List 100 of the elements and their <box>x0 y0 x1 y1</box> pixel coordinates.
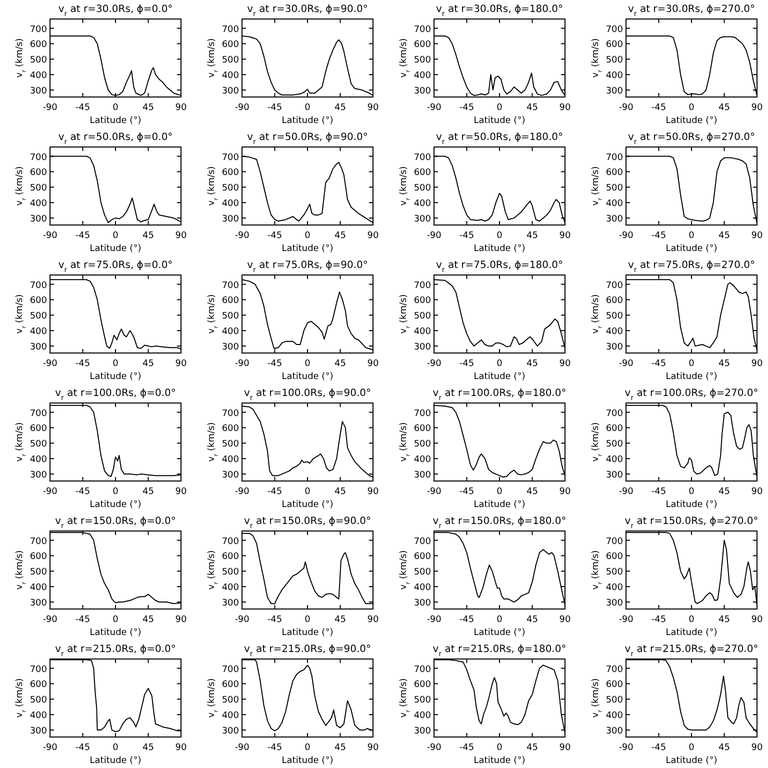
y-tick-label: 600 <box>30 424 48 434</box>
x-tick-label: 45 <box>334 103 346 113</box>
y-tick-label: 500 <box>30 184 48 194</box>
x-tick-label: 45 <box>718 743 730 753</box>
x-axis-title: Latitude (°) <box>282 116 334 126</box>
y-tick-label: 500 <box>30 696 48 706</box>
y-tick-label: 500 <box>222 440 240 450</box>
x-tick-label: -45 <box>75 743 90 753</box>
x-tick-label: 0 <box>688 487 695 497</box>
y-tick-label: 700 <box>30 664 48 675</box>
y-tick-label: 500 <box>414 696 432 706</box>
y-tick-label: 700 <box>606 24 624 35</box>
x-tick-label: 45 <box>334 231 346 241</box>
y-tick-label: 400 <box>222 583 240 594</box>
x-tick-label: 45 <box>142 743 154 753</box>
x-tick-label: 0 <box>496 615 503 625</box>
chart-title: v$_{r}$ at r=30.0Rs, ϕ=0.0° <box>58 4 173 18</box>
y-tick-label: 400 <box>222 327 240 338</box>
x-tick-label: 45 <box>718 231 730 241</box>
x-tick-label: 90 <box>367 743 379 753</box>
y-tick-label: 600 <box>606 40 624 50</box>
y-tick-label: 700 <box>30 280 48 291</box>
y-tick-label: 300 <box>606 726 624 737</box>
y-tick-label: 300 <box>414 86 432 97</box>
x-tick-label: -90 <box>234 231 250 241</box>
x-tick-label: 0 <box>688 743 695 753</box>
x-axis-title: Latitude (°) <box>666 372 718 382</box>
y-tick-label: 700 <box>222 24 240 35</box>
chart-title: v$_{r}$ at r=100.0Rs, ϕ=180.0° <box>432 388 566 402</box>
y-tick-label: 400 <box>606 455 624 466</box>
y-tick-label: 700 <box>30 152 48 163</box>
y-tick-label: 400 <box>414 583 432 594</box>
y-tick-label: 400 <box>222 199 240 210</box>
y-tick-label: 600 <box>606 552 624 562</box>
y-tick-label: 300 <box>30 86 48 97</box>
x-tick-label: -45 <box>651 487 666 497</box>
y-tick-label: 300 <box>414 726 432 737</box>
y-tick-label: 700 <box>414 664 432 675</box>
y-tick-label: 700 <box>414 280 432 291</box>
x-tick-label: -45 <box>267 743 282 753</box>
x-tick-label: 0 <box>112 743 119 753</box>
x-tick-label: -90 <box>42 359 58 369</box>
y-tick-label: 400 <box>606 199 624 210</box>
x-tick-label: 90 <box>367 487 379 497</box>
x-tick-label: 90 <box>367 359 379 369</box>
x-tick-label: 45 <box>334 743 346 753</box>
y-tick-label: 600 <box>606 296 624 306</box>
x-axis-title: Latitude (°) <box>282 500 334 510</box>
y-tick-label: 600 <box>606 424 624 434</box>
y-tick-label: 500 <box>222 568 240 578</box>
x-tick-label: 0 <box>304 743 311 753</box>
chart-title: v$_{r}$ at r=150.0Rs, ϕ=90.0° <box>244 516 372 530</box>
x-tick-label: 0 <box>112 487 119 497</box>
x-tick-label: -90 <box>426 231 442 241</box>
y-tick-label: 300 <box>222 214 240 225</box>
x-tick-label: -45 <box>459 103 474 113</box>
chart-title: v$_{r}$ at r=75.0Rs, ϕ=270.0° <box>628 260 756 274</box>
y-tick-label: 400 <box>606 583 624 594</box>
x-tick-label: -90 <box>618 487 634 497</box>
y-tick-label: 400 <box>414 711 432 722</box>
chart-title: v$_{r}$ at r=150.0Rs, ϕ=270.0° <box>624 516 758 530</box>
y-tick-label: 700 <box>30 536 48 547</box>
x-tick-label: -45 <box>75 231 90 241</box>
y-tick-label: 500 <box>222 184 240 194</box>
chart-title: v$_{r}$ at r=30.0Rs, ϕ=90.0° <box>247 4 368 18</box>
y-tick-label: 400 <box>30 199 48 210</box>
x-tick-label: -90 <box>618 743 634 753</box>
chart-title: v$_{r}$ at r=215.0Rs, ϕ=180.0° <box>432 644 566 658</box>
y-tick-label: 300 <box>222 342 240 353</box>
y-tick-label: 300 <box>222 470 240 481</box>
x-tick-label: -90 <box>426 615 442 625</box>
y-tick-label: 600 <box>30 552 48 562</box>
x-tick-label: 0 <box>688 231 695 241</box>
x-tick-label: 45 <box>718 359 730 369</box>
x-tick-label: -45 <box>651 103 666 113</box>
x-tick-label: -45 <box>75 615 90 625</box>
x-tick-label: 0 <box>112 103 119 113</box>
x-tick-label: 90 <box>751 103 763 113</box>
x-tick-label: -45 <box>459 615 474 625</box>
y-tick-label: 600 <box>414 296 432 306</box>
y-tick-label: 300 <box>30 470 48 481</box>
y-tick-label: 700 <box>606 408 624 419</box>
x-tick-label: -90 <box>42 103 58 113</box>
y-tick-label: 500 <box>30 56 48 66</box>
y-tick-label: 700 <box>222 280 240 291</box>
x-tick-label: 90 <box>751 231 763 241</box>
x-tick-label: -90 <box>618 103 634 113</box>
x-tick-label: 0 <box>496 359 503 369</box>
y-tick-label: 700 <box>30 408 48 419</box>
y-tick-label: 400 <box>30 711 48 722</box>
y-tick-label: 700 <box>606 664 624 675</box>
x-tick-label: 45 <box>718 615 730 625</box>
x-axis-title: Latitude (°) <box>474 116 526 126</box>
x-axis-title: Latitude (°) <box>666 244 718 254</box>
x-tick-label: 45 <box>526 103 538 113</box>
x-tick-label: 45 <box>142 231 154 241</box>
x-tick-label: 45 <box>526 359 538 369</box>
chart-title: v$_{r}$ at r=30.0Rs, ϕ=270.0° <box>628 4 756 18</box>
x-tick-label: 90 <box>559 615 571 625</box>
x-tick-label: -90 <box>426 487 442 497</box>
